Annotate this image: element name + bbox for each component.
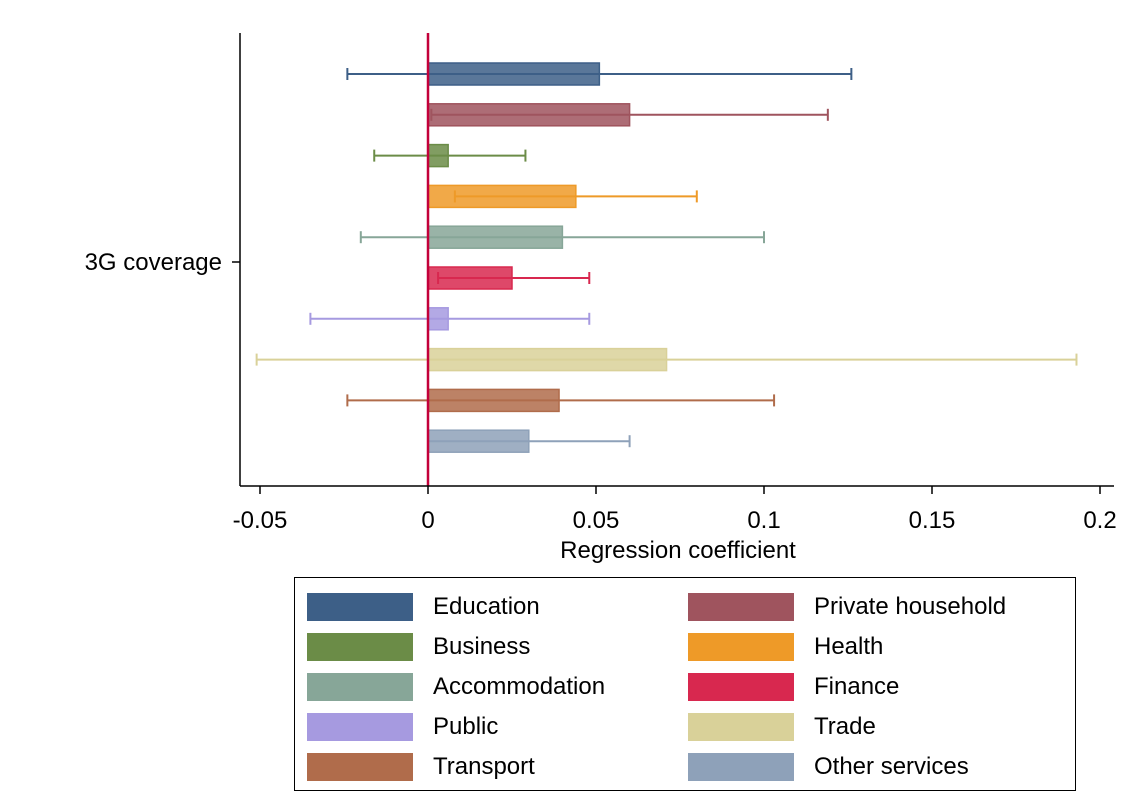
legend-swatch xyxy=(688,713,794,741)
x-tick-label: 0 xyxy=(421,507,434,534)
axes-group: -0.05 0 0.05 0.1 0.15 0.2 xyxy=(232,33,1117,534)
x-tick-label: 0.15 xyxy=(909,507,956,534)
legend-label: Trade xyxy=(814,713,876,740)
legend-swatch xyxy=(307,713,413,741)
x-tick-label: 0.2 xyxy=(1083,507,1116,534)
legend-swatch xyxy=(688,673,794,701)
legend-label: Health xyxy=(814,633,884,660)
legend-item: Business xyxy=(307,632,530,662)
bar-series-group xyxy=(255,62,1078,453)
x-tick-label: 0.05 xyxy=(573,507,620,534)
legend-swatch xyxy=(688,633,794,661)
legend-swatch xyxy=(307,633,413,661)
x-tick-label: -0.05 xyxy=(233,507,288,534)
x-axis-title: Regression coefficient xyxy=(560,537,796,564)
legend-item: Trade xyxy=(688,712,876,742)
legend-label: Transport xyxy=(433,753,535,780)
legend-swatch xyxy=(688,753,794,781)
legend-label: Business xyxy=(433,633,531,660)
legend-swatch xyxy=(688,593,794,621)
legend-label: Other services xyxy=(814,753,969,780)
legend-item: Public xyxy=(307,712,498,742)
legend-label: Private household xyxy=(814,593,1007,620)
legend-item: Transport xyxy=(307,752,535,782)
bar-chart: -0.05 0 0.05 0.1 0.15 0.2 3G coverage Regress… xyxy=(85,33,1117,564)
legend-item: Education xyxy=(307,592,540,622)
legend-item: Health xyxy=(688,632,883,662)
legend-label: Accommodation xyxy=(433,673,606,700)
legend-label: Public xyxy=(433,713,499,740)
x-tick-label: 0.1 xyxy=(747,507,780,534)
legend-label: Finance xyxy=(814,673,900,700)
legend: Education Private household Business Health… xyxy=(294,577,1076,791)
legend-swatch xyxy=(307,673,413,701)
legend-swatch xyxy=(307,753,413,781)
legend-swatch xyxy=(307,593,413,621)
legend-item: Other services xyxy=(688,752,969,782)
y-category-label: 3G coverage xyxy=(85,249,222,276)
legend-item: Finance xyxy=(688,672,899,702)
legend-item: Private household xyxy=(688,592,1006,622)
legend-item: Accommodation xyxy=(307,672,605,702)
legend-label: Education xyxy=(433,593,540,620)
